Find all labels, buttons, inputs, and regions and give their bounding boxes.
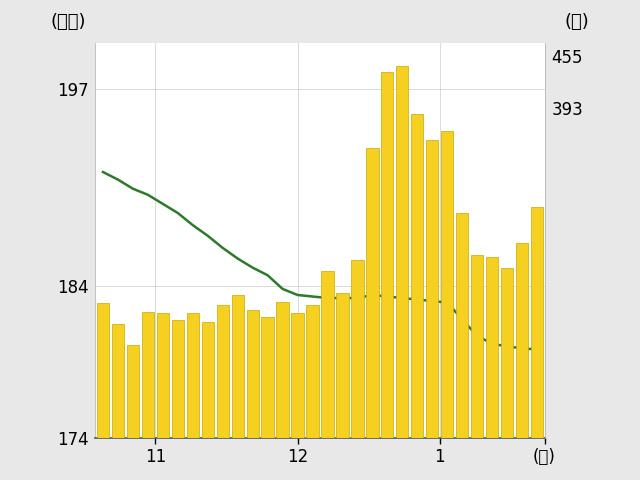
Bar <box>486 257 499 438</box>
Bar <box>157 313 169 438</box>
Bar <box>456 213 468 438</box>
Bar <box>276 301 289 438</box>
Text: (台): (台) <box>564 13 589 31</box>
Bar <box>127 345 139 438</box>
Bar <box>351 260 364 438</box>
Bar <box>97 303 109 438</box>
Bar <box>246 310 259 438</box>
Bar <box>262 317 274 438</box>
Bar <box>291 313 304 438</box>
Bar <box>516 243 528 438</box>
Text: (万円): (万円) <box>51 13 86 31</box>
Bar <box>366 148 378 438</box>
Bar <box>202 322 214 438</box>
Bar <box>307 305 319 438</box>
Bar <box>232 295 244 438</box>
Bar <box>501 268 513 438</box>
Bar <box>321 271 333 438</box>
Bar <box>396 67 408 438</box>
Bar <box>411 114 424 438</box>
Bar <box>187 313 199 438</box>
Bar <box>426 140 438 438</box>
Bar <box>141 312 154 438</box>
Bar <box>216 305 229 438</box>
Bar <box>441 131 453 438</box>
Bar <box>112 324 124 438</box>
Bar <box>531 207 543 438</box>
Bar <box>336 293 349 438</box>
Bar <box>471 254 483 438</box>
Bar <box>172 320 184 438</box>
Bar <box>381 72 394 438</box>
